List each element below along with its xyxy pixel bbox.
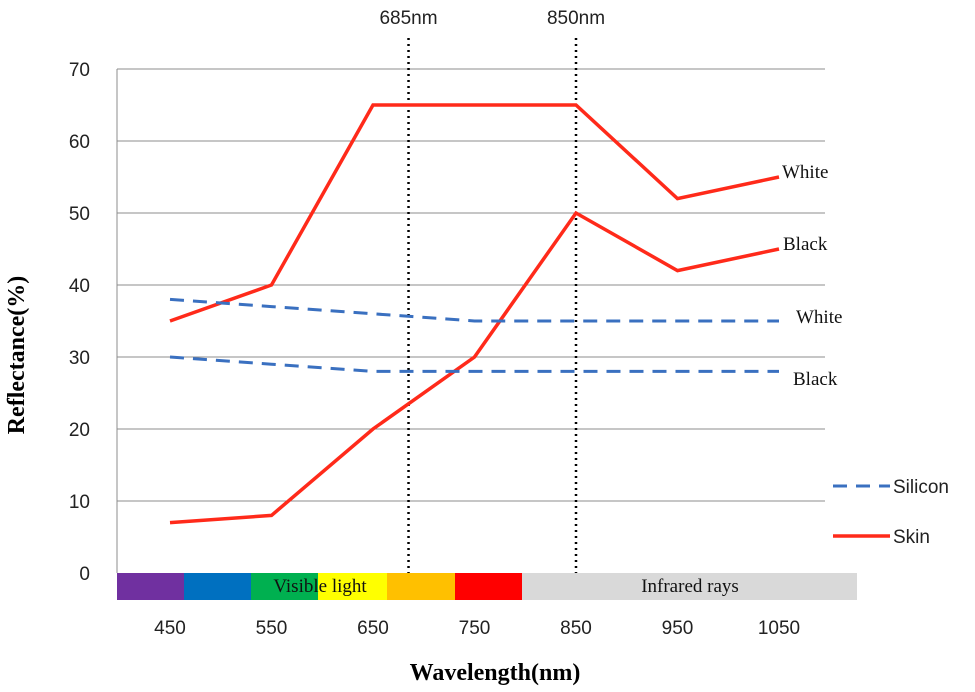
y-axis-title: Reflectance(%) [4,276,30,435]
x-tick-950: 950 [662,618,694,639]
band-label-1: Infrared rays [641,576,739,597]
legend-label-skin: Skin [893,527,930,548]
y-tick-60: 60 [69,132,90,153]
series-label-skin-white: White [782,162,828,183]
reference-lines: 685nm 850nm [379,8,605,573]
x-tick-labels: 450 550 650 750 850 950 1050 [154,618,800,639]
x-axis-title: Wavelength(nm) [410,660,581,686]
y-tick-10: 10 [69,492,90,513]
series-label-silicon-black: Black [793,369,838,390]
gridlines [116,68,825,573]
band-segment-5 [455,573,522,600]
reference-label-685: 685nm [379,8,437,29]
band-segment-0 [117,573,184,600]
x-tick-850: 850 [560,618,592,639]
series-end-labels: White Black White Black [782,162,842,390]
legend: Silicon Skin [833,477,949,548]
series-silicon-white [169,297,779,323]
y-tick-40: 40 [69,276,90,297]
series-skin-black [169,210,780,525]
series-label-skin-black: Black [783,234,828,255]
spectrum-band: Visible light Infrared rays [117,573,857,600]
band-segment-3 [318,573,387,600]
x-tick-1050: 1050 [758,618,800,639]
series-label-silicon-white: White [796,307,842,328]
y-tick-70: 70 [69,60,90,81]
y-tick-50: 50 [69,204,90,225]
band-segment-1 [184,573,251,600]
x-tick-750: 750 [459,618,491,639]
x-tick-450: 450 [154,618,186,639]
y-tick-labels: 0 10 20 30 40 50 60 70 [69,60,90,585]
band-segment-4 [387,573,455,600]
legend-label-silicon: Silicon [893,477,949,498]
reference-label-850: 850nm [547,8,605,29]
series-lines [169,103,780,525]
band-label-0: Visible light [273,576,367,597]
series-skin-white [169,103,780,323]
band-segment-6 [522,573,857,600]
series-silicon-black [169,355,779,373]
x-tick-550: 550 [256,618,288,639]
y-tick-0: 0 [79,564,90,585]
y-tick-30: 30 [69,348,90,369]
y-tick-20: 20 [69,420,90,441]
x-tick-650: 650 [357,618,389,639]
band-segment-2 [251,573,318,600]
